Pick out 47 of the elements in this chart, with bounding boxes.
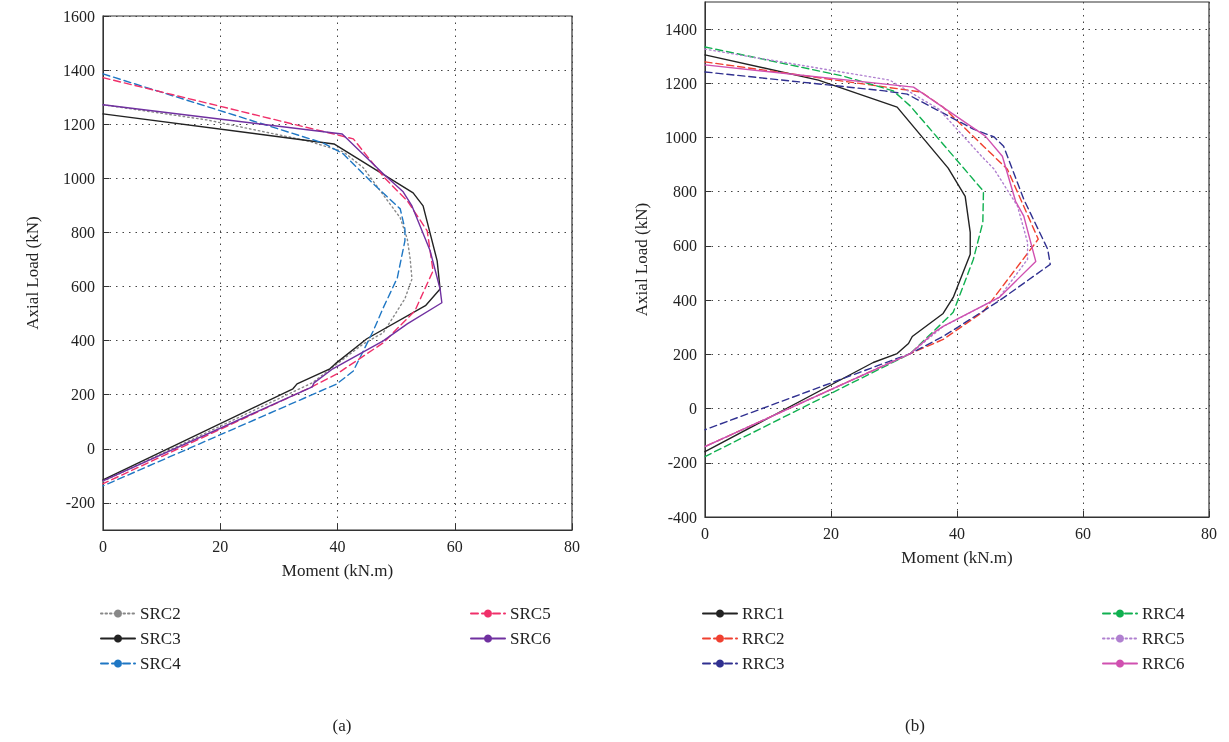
y-tick-label: 1400	[63, 61, 95, 79]
y-tick-label: 1600	[63, 7, 95, 25]
legend-label: SRC5	[510, 604, 551, 623]
legend-label: RRC1	[742, 604, 785, 623]
x-tick-label: 0	[99, 537, 107, 555]
x-tick-label: 20	[823, 524, 839, 542]
x-tick-label: 80	[564, 537, 580, 555]
y-tick-label: 0	[87, 440, 95, 458]
x-tick-label: 0	[701, 524, 709, 542]
y-tick-label: 1000	[63, 169, 95, 187]
y-tick-label: 600	[673, 237, 697, 255]
legend-label: SRC3	[140, 629, 181, 648]
y-tick-label: 200	[71, 386, 95, 404]
x-axis-title: Moment (kN.m)	[281, 561, 394, 580]
y-tick-label: 200	[673, 345, 697, 363]
text: (a)	[332, 716, 352, 735]
x-tick-label: 40	[329, 537, 346, 555]
y-tick-label: 800	[71, 223, 95, 241]
y-tick-label: 400	[673, 291, 697, 309]
y-tick-label: -200	[667, 454, 697, 472]
y-tick-label: 400	[71, 332, 95, 350]
legend-label: RRC5	[1142, 629, 1185, 648]
y-tick-label: 1200	[63, 115, 95, 133]
y-tick-label: -400	[667, 508, 697, 526]
y-tick-label: 800	[673, 183, 697, 201]
x-tick-label: 40	[949, 524, 965, 542]
y-tick-label: 1400	[665, 20, 697, 38]
x-tick-label: 80	[1201, 524, 1217, 542]
x-tick-label: 20	[212, 537, 229, 555]
text: (b)	[905, 716, 925, 735]
legend-label: RRC3	[742, 654, 785, 673]
legend-label: RRC4	[1142, 604, 1186, 623]
y-tick-label: -200	[65, 494, 95, 512]
y-tick-label: 1200	[665, 74, 697, 92]
legend-label: SRC2	[140, 604, 181, 623]
x-tick-label: 60	[1075, 524, 1091, 542]
y-axis-title: Axial Load (kN)	[632, 202, 651, 317]
x-axis-title: Moment (kN.m)	[901, 548, 1013, 567]
y-tick-label: 1000	[665, 129, 697, 147]
legend-label: SRC4	[140, 654, 182, 673]
y-tick-label: 0	[689, 400, 697, 418]
legend-label: SRC6	[510, 629, 551, 648]
x-tick-label: 60	[446, 537, 463, 555]
legend-label: RRC2	[742, 629, 785, 648]
y-axis-title: Axial Load (kN)	[23, 216, 42, 330]
legend-label: RRC6	[1142, 654, 1185, 673]
y-tick-label: 600	[71, 278, 95, 296]
